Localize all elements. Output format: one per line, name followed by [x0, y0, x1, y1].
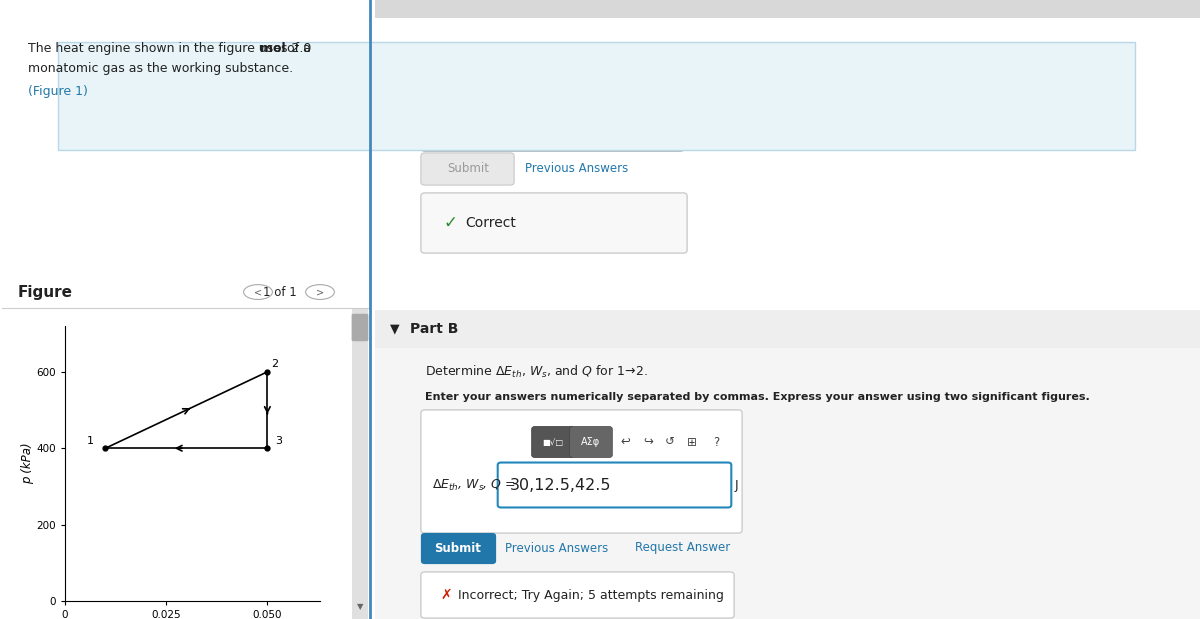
FancyBboxPatch shape	[498, 462, 731, 508]
Text: ⊞: ⊞	[688, 436, 697, 449]
Text: 1: 1	[86, 436, 94, 446]
FancyBboxPatch shape	[421, 193, 688, 253]
Text: Correct: Correct	[466, 216, 516, 230]
Text: $\Delta E_{th}$, $W_s$, $Q$ =: $\Delta E_{th}$, $W_s$, $Q$ =	[432, 477, 516, 493]
Text: ?: ?	[713, 436, 719, 449]
Text: Figure: Figure	[18, 285, 73, 300]
FancyBboxPatch shape	[421, 572, 734, 618]
Text: 30,12.5,42.5: 30,12.5,42.5	[510, 477, 612, 493]
Text: ▼: ▼	[356, 602, 364, 611]
Text: ↺: ↺	[665, 436, 674, 449]
Text: monatomic gas as the working substance.: monatomic gas as the working substance.	[28, 62, 293, 75]
Text: Determine $\Delta E_{th}$, $W_s$, and $Q$ for 1→2.: Determine $\Delta E_{th}$, $W_s$, and $Q…	[425, 364, 648, 380]
Text: ✓: ✓	[443, 214, 457, 232]
FancyBboxPatch shape	[570, 426, 612, 457]
Text: ✗: ✗	[440, 588, 451, 602]
FancyBboxPatch shape	[421, 533, 496, 564]
FancyBboxPatch shape	[532, 426, 575, 457]
Text: $T_1$, $T_2$, $T_3$ = 600,1800,1200  K: $T_1$, $T_2$, $T_3$ = 600,1800,1200 K	[437, 113, 637, 128]
Text: Part B: Part B	[410, 322, 458, 336]
FancyBboxPatch shape	[374, 348, 1200, 619]
Text: Submit: Submit	[446, 163, 490, 176]
Text: AΣφ: AΣφ	[581, 437, 601, 447]
Text: Enter your answers numerically separated by commas. Express your answer using tw: Enter your answers numerically separated…	[425, 70, 1090, 80]
Text: <: <	[254, 287, 262, 297]
Text: ■√□: ■√□	[542, 438, 564, 446]
Text: ▼: ▼	[390, 322, 400, 335]
Text: of a: of a	[283, 42, 311, 55]
Y-axis label: p (kPa): p (kPa)	[20, 443, 34, 484]
Text: 2: 2	[271, 359, 278, 369]
Text: (Figure 1): (Figure 1)	[28, 85, 88, 98]
Text: Determine $T_1$, $T_2$, and $T_3$.: Determine $T_1$, $T_2$, and $T_3$.	[425, 42, 584, 58]
FancyBboxPatch shape	[374, 310, 1200, 348]
FancyBboxPatch shape	[421, 89, 684, 151]
Text: >: >	[316, 287, 324, 297]
Text: Request Answer: Request Answer	[635, 542, 731, 555]
Text: ↪: ↪	[643, 436, 653, 449]
Text: Enter your answers numerically separated by commas. Express your answer using tw: Enter your answers numerically separated…	[425, 392, 1090, 402]
Text: 1 of 1: 1 of 1	[263, 285, 296, 298]
FancyBboxPatch shape	[374, 0, 1200, 18]
Text: mol: mol	[260, 42, 286, 55]
Text: Incorrect; Try Again; 5 attempts remaining: Incorrect; Try Again; 5 attempts remaini…	[458, 589, 724, 602]
Text: The heat engine shown in the figure uses 2.0: The heat engine shown in the figure uses…	[28, 42, 316, 55]
Text: Submit: Submit	[434, 542, 481, 555]
Text: 3: 3	[276, 436, 282, 446]
Text: ↩: ↩	[620, 436, 630, 449]
Text: Previous Answers: Previous Answers	[505, 542, 608, 555]
FancyBboxPatch shape	[374, 18, 1200, 310]
Text: J: J	[734, 478, 739, 491]
Text: Previous Answers: Previous Answers	[526, 163, 629, 176]
FancyBboxPatch shape	[421, 410, 742, 533]
FancyBboxPatch shape	[421, 153, 514, 185]
